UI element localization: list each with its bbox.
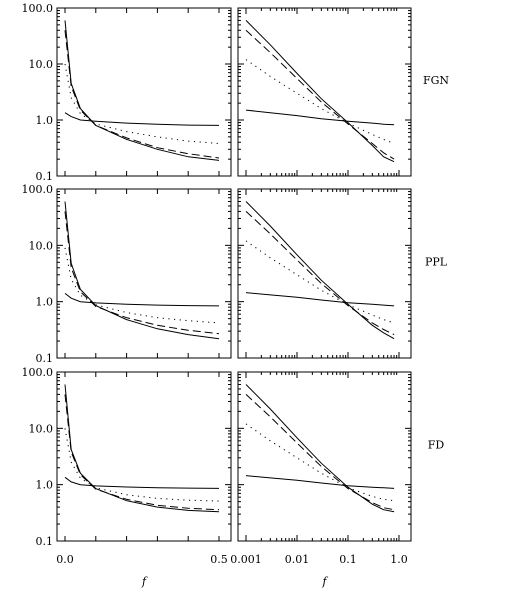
y-tick-label: 10.0	[29, 58, 54, 71]
series-3-dotted-line	[245, 240, 395, 324]
row-label: FGN	[423, 74, 449, 87]
x-axis-label: f	[321, 575, 328, 588]
series-1-solid-line	[64, 384, 220, 513]
series-3-dotted-line	[245, 423, 395, 502]
series-3-dotted-line	[64, 247, 220, 324]
row-label: FD	[428, 439, 445, 452]
y-tick-label: 0.1	[36, 352, 54, 365]
series-2-dashed-line	[64, 30, 220, 159]
series-3-dotted-line	[64, 63, 220, 144]
y-tick-label: 0.1	[36, 535, 54, 548]
series-2-dashed-line	[64, 394, 220, 511]
series-4-solid-line	[245, 109, 395, 126]
panel-frame	[56, 7, 232, 177]
fgn-log-panel	[237, 7, 412, 177]
series-1-solid-line	[245, 20, 395, 163]
y-tick-label: 0.1	[36, 170, 54, 183]
series-2-dashed-line	[64, 211, 220, 335]
ppl-linear-panel	[56, 188, 232, 359]
panel-frame	[237, 7, 412, 177]
panel-frame	[237, 371, 412, 542]
y-tick-label: 10.0	[29, 239, 54, 252]
x-tick-label: 1.0	[390, 553, 408, 566]
x-tick-label: 0.1	[339, 553, 357, 566]
series-4-solid-line	[64, 293, 220, 307]
x-tick-label: 0.001	[230, 553, 262, 566]
fgn-linear-panel	[56, 7, 232, 177]
panel-frame	[237, 188, 412, 359]
panel-frame	[56, 188, 232, 359]
x-axis-label: f	[141, 575, 148, 588]
series-1-solid-line	[245, 201, 395, 340]
x-tick-label: 0.0	[56, 553, 74, 566]
series-2-dashed-line	[245, 394, 395, 511]
series-4-solid-line	[64, 476, 220, 489]
series-2-dashed-line	[245, 211, 395, 336]
fd-log-panel	[237, 371, 412, 542]
y-tick-label: 10.0	[29, 422, 54, 435]
series-4-solid-line	[64, 112, 220, 126]
series-2-dashed-line	[245, 29, 395, 160]
ppl-log-panel	[237, 188, 412, 359]
y-tick-label: 100.0	[22, 366, 54, 379]
series-4-solid-line	[245, 475, 395, 489]
series-1-solid-line	[245, 384, 395, 513]
y-tick-label: 1.0	[36, 114, 54, 127]
series-1-solid-line	[64, 201, 220, 340]
series-1-solid-line	[64, 20, 220, 161]
y-tick-label: 1.0	[36, 296, 54, 309]
x-tick-label: 0.01	[285, 553, 310, 566]
row-label: PPL	[425, 256, 448, 269]
y-tick-label: 100.0	[22, 183, 54, 196]
x-tick-label: 0.5	[210, 553, 228, 566]
fd-linear-panel	[56, 371, 232, 542]
panel-frame	[56, 371, 232, 542]
y-tick-label: 1.0	[36, 479, 54, 492]
series-3-dotted-line	[64, 428, 220, 502]
y-tick-label: 100.0	[22, 2, 54, 15]
series-3-dotted-line	[245, 59, 395, 144]
series-4-solid-line	[245, 292, 395, 307]
